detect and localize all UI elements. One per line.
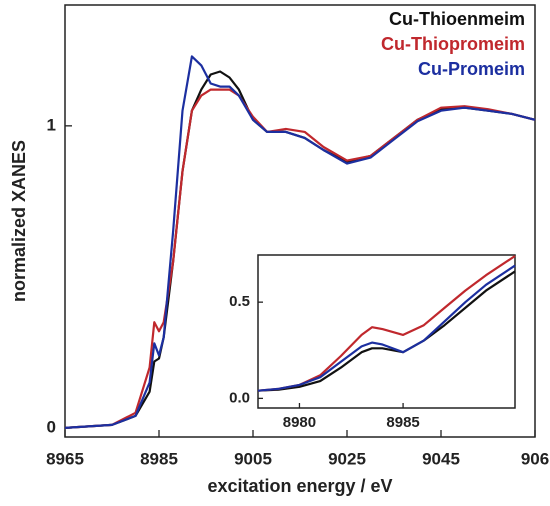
x-tick-label: 8985: [386, 414, 419, 431]
x-axis-label: excitation energy / eV: [207, 476, 392, 496]
x-tick-label: 906: [521, 449, 549, 468]
x-tick-label: 9005: [234, 449, 272, 468]
y-tick-label: 1: [47, 115, 56, 134]
legend-entry: Cu-Promeim: [418, 59, 525, 79]
y-tick-label: 0: [47, 417, 56, 436]
series-line: [257, 264, 516, 392]
inset-frame: [257, 254, 516, 409]
series-line: [257, 270, 516, 392]
legend-entry: Cu-Thioenmeim: [389, 9, 525, 29]
y-tick-label: 0.0: [229, 389, 250, 406]
legend-entry: Cu-Thiopromeim: [381, 34, 525, 54]
series-line: [64, 55, 536, 429]
x-tick-label: 9025: [328, 449, 366, 468]
x-tick-label: 8965: [46, 449, 84, 468]
x-tick-label: 8985: [140, 449, 178, 468]
x-tick-label: 9045: [422, 449, 460, 468]
y-axis-label: normalized XANES: [9, 140, 29, 302]
x-tick-label: 8980: [283, 414, 316, 431]
y-tick-label: 0.5: [229, 293, 250, 310]
